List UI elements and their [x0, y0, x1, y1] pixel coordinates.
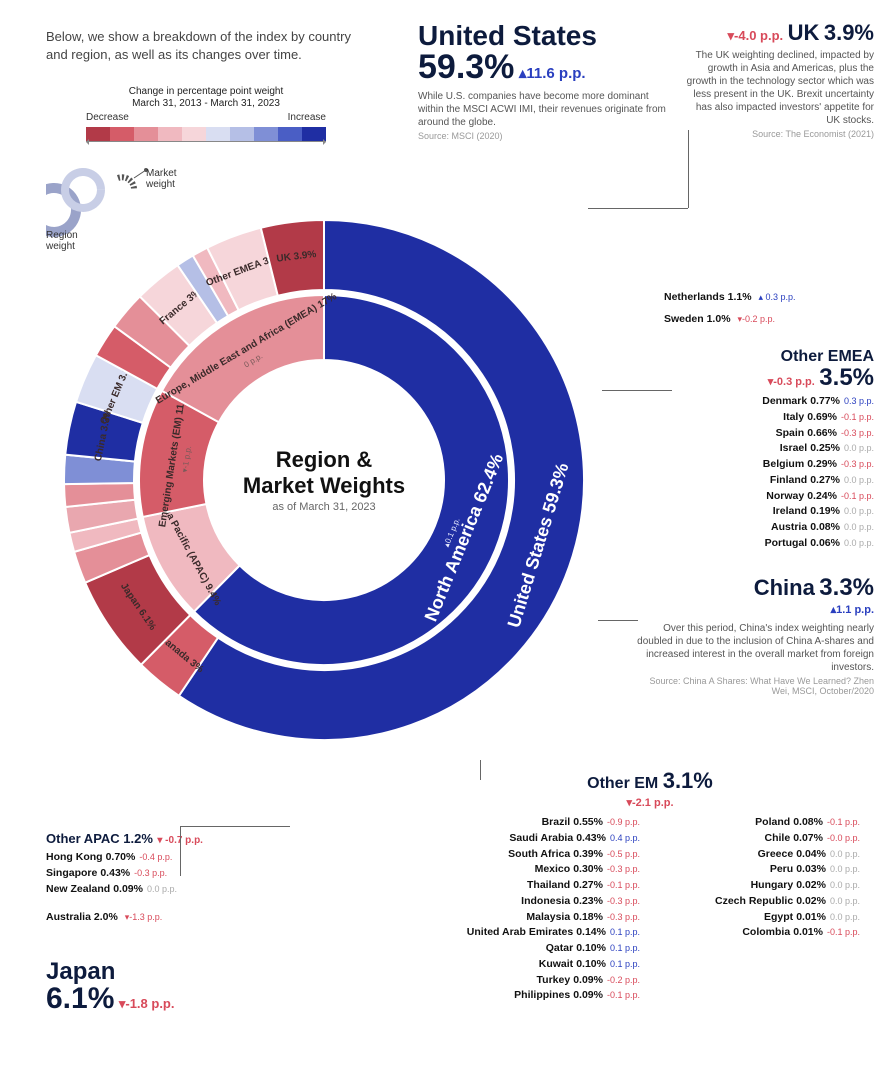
list-item: Austria0.08%0.0 p.p. — [674, 520, 874, 536]
list-item: Mexico0.30%-0.3 p.p. — [440, 862, 640, 878]
list-item: Indonesia0.23%-0.3 p.p. — [440, 894, 640, 910]
list-item: Turkey0.09%-0.2 p.p. — [440, 973, 640, 989]
legend-title: Change in percentage point weight March … — [46, 86, 366, 110]
list-item: Greece0.04%0.0 p.p. — [660, 847, 860, 863]
list-item: Brazil0.55%-0.9 p.p. — [440, 815, 640, 831]
list-item: Hungary0.02%0.0 p.p. — [660, 878, 860, 894]
list-item: Thailand0.27%-0.1 p.p. — [440, 878, 640, 894]
leader-line — [180, 826, 181, 876]
intro-text: Below, we show a breakdown of the index … — [46, 28, 366, 63]
list-item: Saudi Arabia0.43%0.4 p.p. — [440, 831, 640, 847]
legend-arrow — [86, 141, 326, 142]
list-item: Portugal0.06%0.0 p.p. — [674, 536, 874, 552]
callout-neth-swe: Netherlands 1.1% ▴ 0.3 p.p. Sweden 1.0% … — [664, 290, 874, 328]
list-item: Poland0.08%-0.1 p.p. — [660, 815, 860, 831]
list-item: Peru0.03%0.0 p.p. — [660, 862, 860, 878]
list-item: Italy0.69%-0.1 p.p. — [674, 410, 874, 426]
callout-china: China 3.3% ▴1.1 p.p. Over this period, C… — [634, 576, 874, 696]
list-item: Finland0.27%0.0 p.p. — [674, 473, 874, 489]
list-item: Czech Republic0.02%0.0 p.p. — [660, 894, 860, 910]
donut-chart: North America 62.4%▴0.1 p.p.Asia Pacific… — [44, 200, 604, 760]
legend-increase-label: Increase — [288, 112, 326, 123]
callout-japan: Japan 6.1% ▾-1.8 p.p. — [46, 960, 175, 1014]
leader-line — [598, 620, 638, 621]
list-item: Spain0.66%-0.3 p.p. — [674, 426, 874, 442]
leader-line — [688, 130, 689, 208]
list-item: South Africa0.39%-0.5 p.p. — [440, 847, 640, 863]
callout-us: United States 59.3% ▴11.6 p.p. While U.S… — [418, 22, 668, 141]
legend-gradient-bar — [86, 127, 326, 141]
list-item: Singapore0.43%-0.3 p.p. — [46, 866, 266, 882]
legend-decrease-label: Decrease — [86, 112, 129, 123]
callout-australia: Australia 2.0% ▾-1.3 p.p. — [46, 910, 162, 926]
list-item: Ireland0.19%0.0 p.p. — [674, 504, 874, 520]
leader-line — [180, 826, 290, 827]
list-item: Malaysia0.18%-0.3 p.p. — [440, 910, 640, 926]
list-item: Qatar0.10%0.1 p.p. — [440, 941, 640, 957]
list-item: Kuwait0.10%0.1 p.p. — [440, 957, 640, 973]
list-item: United Arab Emirates0.14%0.1 p.p. — [440, 925, 640, 941]
callout-other-emea: Other EMEA ▾-0.3 p.p. 3.5% Denmark0.77%0… — [674, 348, 874, 552]
leader-line — [602, 390, 672, 391]
list-item: Philippines0.09%-0.1 p.p. — [440, 988, 640, 1004]
list-item: Israel0.25%0.0 p.p. — [674, 441, 874, 457]
list-item: Hong Kong0.70%-0.4 p.p. — [46, 850, 266, 866]
list-item: Colombia0.01%-0.1 p.p. — [660, 925, 860, 941]
list-item: Chile0.07%-0.0 p.p. — [660, 831, 860, 847]
list-item: New Zealand0.09%0.0 p.p. — [46, 882, 266, 898]
chart-center-title: Region &Market Weights as of March 31, 2… — [44, 200, 604, 760]
mini-key-market-label: Market weight — [146, 168, 177, 190]
list-item: Norway0.24%-0.1 p.p. — [674, 489, 874, 505]
callout-other-em: Other EM 3.1% ▾-2.1 p.p. Brazil0.55%-0.9… — [440, 770, 860, 1004]
leader-line — [588, 208, 688, 209]
legend: Change in percentage point weight March … — [46, 86, 366, 142]
list-item: Belgium0.29%-0.3 p.p. — [674, 457, 874, 473]
list-item: Denmark0.77%0.3 p.p. — [674, 394, 874, 410]
callout-other-apac: Other APAC 1.2% ▾ -0.7 p.p. Hong Kong0.7… — [46, 830, 266, 897]
list-item: Egypt0.01%0.0 p.p. — [660, 910, 860, 926]
callout-uk: ▾-4.0 p.p. UK 3.9% The UK weighting decl… — [684, 22, 874, 139]
leader-line — [480, 760, 481, 780]
